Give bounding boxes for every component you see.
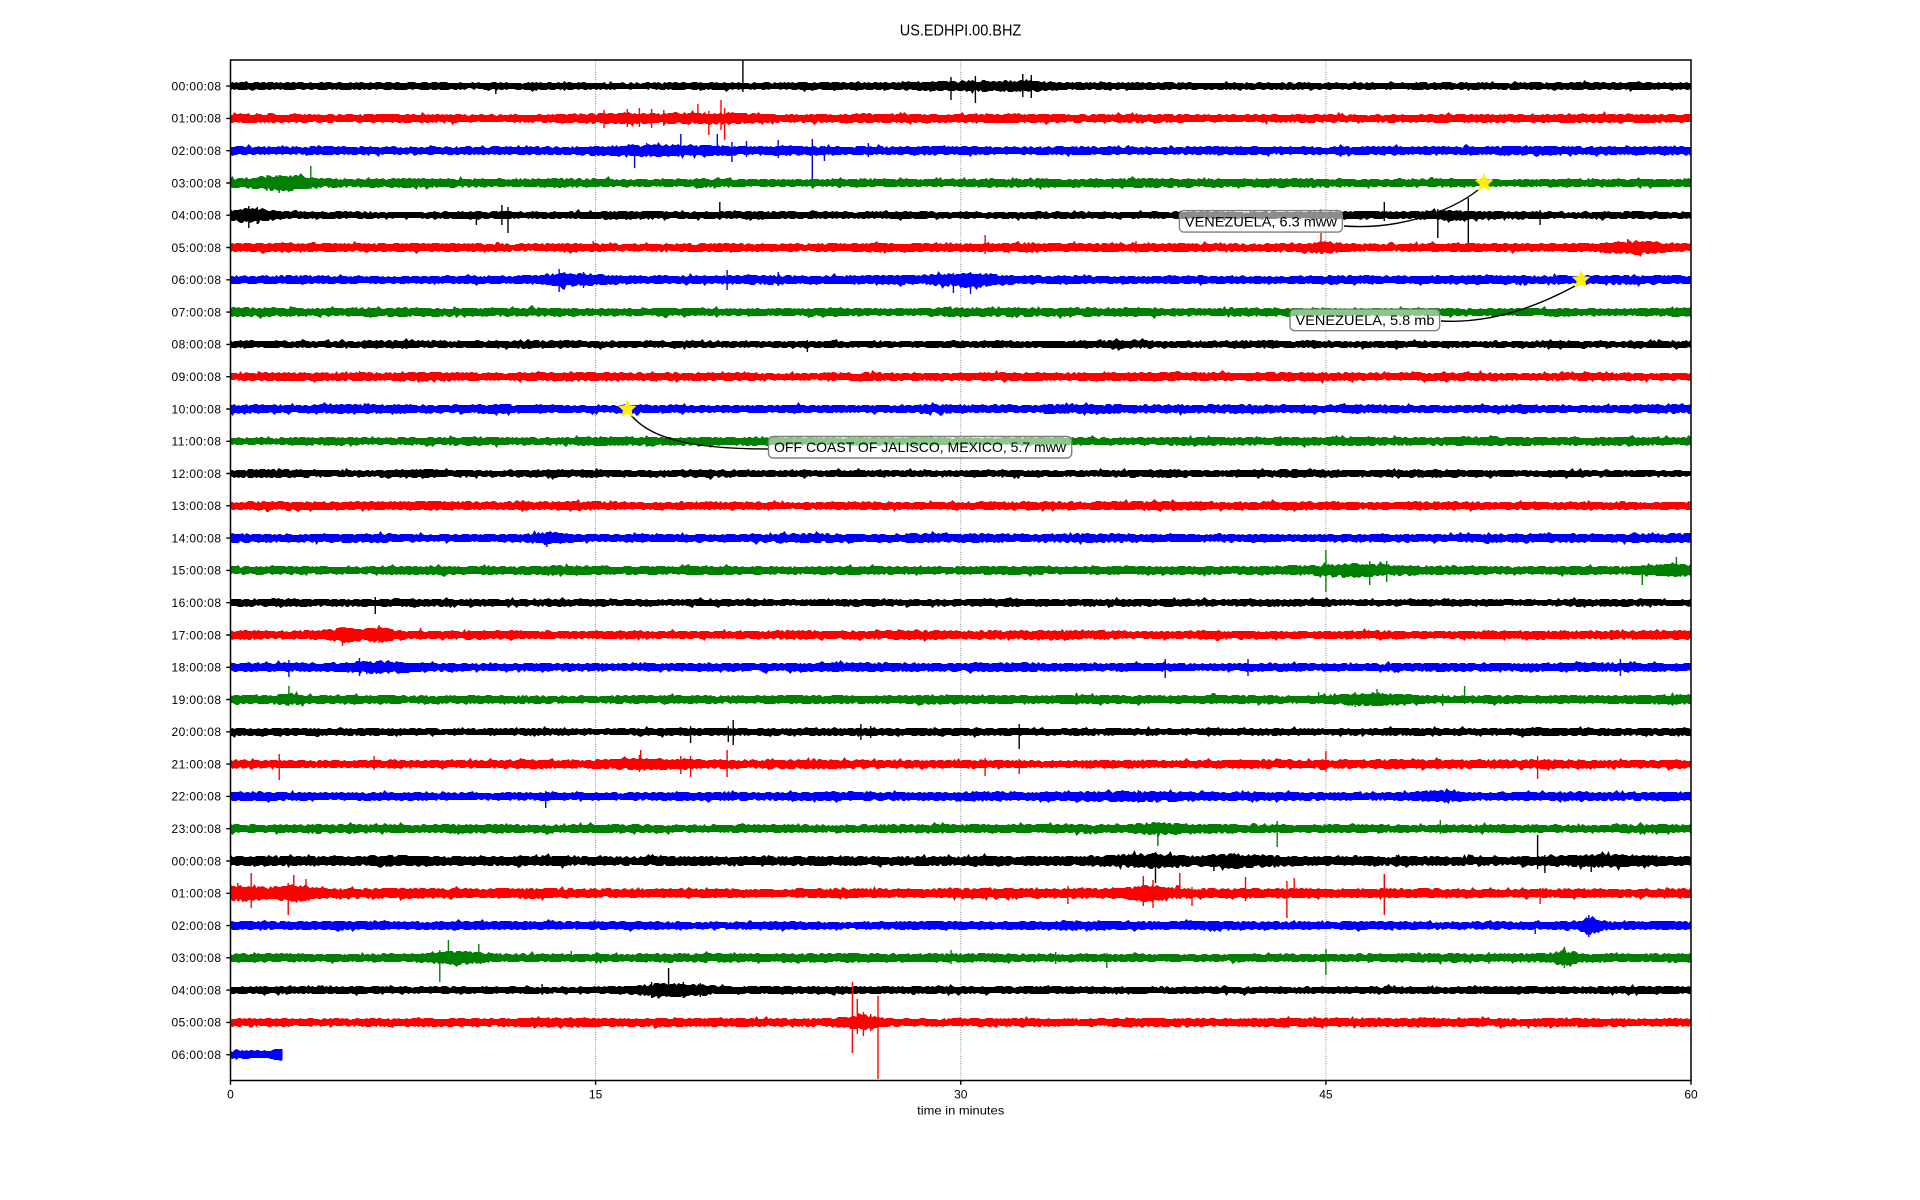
svg-text:02:00:08: 02:00:08 <box>172 144 222 158</box>
svg-text:US.EDHPI.00.BHZ: US.EDHPI.00.BHZ <box>900 23 1022 40</box>
svg-text:03:00:08: 03:00:08 <box>172 176 222 190</box>
svg-text:00:00:08: 00:00:08 <box>172 79 222 93</box>
svg-text:13:00:08: 13:00:08 <box>172 499 222 513</box>
svg-text:19:00:08: 19:00:08 <box>172 693 222 707</box>
svg-text:01:00:08: 01:00:08 <box>172 112 222 126</box>
svg-text:45: 45 <box>1319 1088 1333 1102</box>
svg-text:22:00:08: 22:00:08 <box>172 790 222 804</box>
svg-text:VENEZUELA, 6.3 mww: VENEZUELA, 6.3 mww <box>1185 213 1338 229</box>
svg-text:11:00:08: 11:00:08 <box>172 435 222 449</box>
svg-text:21:00:08: 21:00:08 <box>172 757 222 771</box>
svg-text:09:00:08: 09:00:08 <box>172 370 222 384</box>
svg-text:05:00:08: 05:00:08 <box>172 1016 222 1030</box>
svg-text:OFF COAST OF JALISCO, MEXICO,: OFF COAST OF JALISCO, MEXICO, 5.7 mww <box>774 439 1067 455</box>
svg-text:15:00:08: 15:00:08 <box>172 564 222 578</box>
svg-text:07:00:08: 07:00:08 <box>172 305 222 319</box>
svg-text:20:00:08: 20:00:08 <box>172 725 222 739</box>
svg-text:18:00:08: 18:00:08 <box>172 661 222 675</box>
svg-text:14:00:08: 14:00:08 <box>172 531 222 545</box>
svg-text:17:00:08: 17:00:08 <box>172 628 222 642</box>
svg-text:12:00:08: 12:00:08 <box>172 467 222 481</box>
svg-text:0: 0 <box>227 1088 234 1102</box>
svg-text:01:00:08: 01:00:08 <box>172 887 222 901</box>
svg-text:05:00:08: 05:00:08 <box>172 241 222 255</box>
svg-text:30: 30 <box>954 1088 968 1102</box>
svg-text:00:00:08: 00:00:08 <box>172 854 222 868</box>
svg-text:16:00:08: 16:00:08 <box>172 596 222 610</box>
svg-text:04:00:08: 04:00:08 <box>172 983 222 997</box>
svg-text:04:00:08: 04:00:08 <box>172 209 222 223</box>
svg-text:08:00:08: 08:00:08 <box>172 338 222 352</box>
svg-text:time in minutes: time in minutes <box>917 1104 1004 1118</box>
svg-text:03:00:08: 03:00:08 <box>172 951 222 965</box>
svg-text:02:00:08: 02:00:08 <box>172 919 222 933</box>
svg-text:15: 15 <box>589 1088 603 1102</box>
svg-text:60: 60 <box>1684 1088 1698 1102</box>
svg-text:23:00:08: 23:00:08 <box>172 822 222 836</box>
svg-text:VENEZUELA, 5.8 mb: VENEZUELA, 5.8 mb <box>1296 312 1435 328</box>
svg-text:06:00:08: 06:00:08 <box>172 273 222 287</box>
svg-text:10:00:08: 10:00:08 <box>172 402 222 416</box>
svg-text:06:00:08: 06:00:08 <box>172 1048 222 1062</box>
